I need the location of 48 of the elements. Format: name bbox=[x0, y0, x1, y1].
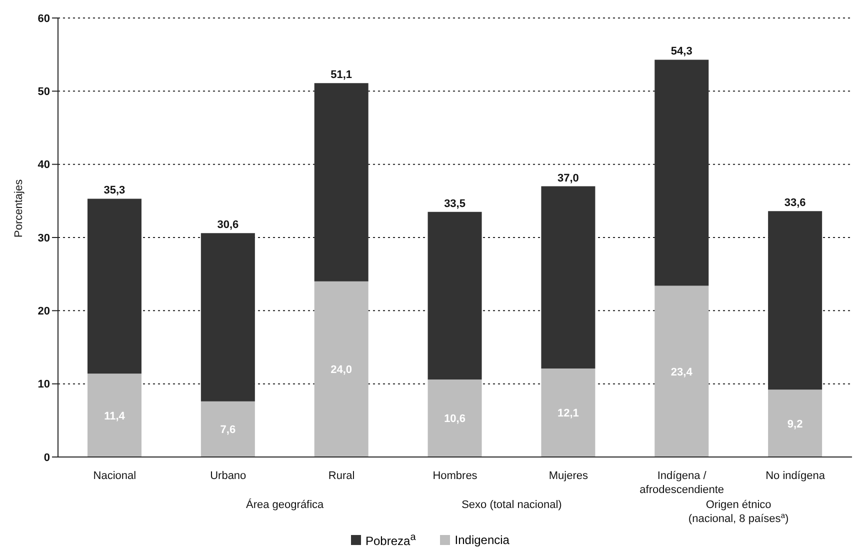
y-tick-label: 40 bbox=[38, 159, 50, 172]
x-tick-label: Urbano bbox=[210, 470, 246, 482]
x-tick-label: Mujeres bbox=[548, 470, 588, 482]
x-tick-label: Rural bbox=[328, 470, 355, 482]
bar bbox=[654, 286, 709, 457]
legend-label: Indigencia bbox=[454, 533, 510, 547]
total-label: 33,5 bbox=[444, 198, 466, 210]
text: Origen étnico (nacional, 8 países$^{a}$) bbox=[688, 499, 789, 525]
text: Área geográfica bbox=[246, 498, 325, 511]
bar bbox=[541, 186, 596, 368]
total-label: 33,6 bbox=[784, 197, 806, 210]
bar bbox=[314, 281, 368, 457]
y-tick-label: 60 bbox=[38, 12, 50, 25]
data-label: 10,6 bbox=[444, 413, 466, 426]
bar bbox=[768, 211, 822, 390]
bar bbox=[314, 83, 368, 282]
x-tick-label: No indígena bbox=[766, 470, 826, 482]
bar bbox=[768, 390, 822, 457]
total-label: 35,3 bbox=[104, 184, 126, 197]
y-tick-label: 30 bbox=[38, 232, 50, 244]
data-label: 23,4 bbox=[670, 366, 694, 378]
x-tick-label: Hombres bbox=[432, 470, 478, 482]
bar bbox=[200, 401, 255, 457]
x-tick-label: Indígena / afrodescendiente bbox=[640, 470, 724, 496]
y-tick-label: 50 bbox=[38, 86, 50, 98]
y-tick-label: 20 bbox=[38, 306, 50, 318]
data-label: 11,4 bbox=[104, 410, 126, 422]
y-tick-label: 0 bbox=[44, 452, 50, 464]
bar bbox=[654, 60, 709, 286]
total-label: 54,3 bbox=[670, 46, 692, 58]
bar bbox=[541, 368, 596, 457]
data-label: 24,0 bbox=[330, 364, 352, 376]
legend-label: Pobreza$^{a}$ bbox=[366, 532, 416, 548]
bar bbox=[87, 198, 142, 374]
total-label: 51,1 bbox=[330, 69, 352, 82]
data-label: 7,6 bbox=[220, 424, 236, 436]
bar bbox=[87, 374, 142, 457]
y-axis-title: Porcentajes bbox=[12, 178, 25, 238]
total-label: 37,0 bbox=[557, 172, 579, 184]
y-tick-label: 10 bbox=[38, 378, 50, 391]
data-label: 9,2 bbox=[787, 418, 803, 430]
bar bbox=[428, 379, 482, 457]
text: Sexo (total nacional) bbox=[462, 499, 562, 511]
total-label: 30,6 bbox=[217, 219, 239, 232]
bar bbox=[428, 212, 482, 380]
x-tick-label: Nacional bbox=[93, 470, 136, 482]
data-label: 12,1 bbox=[557, 408, 579, 420]
bar bbox=[200, 233, 255, 402]
